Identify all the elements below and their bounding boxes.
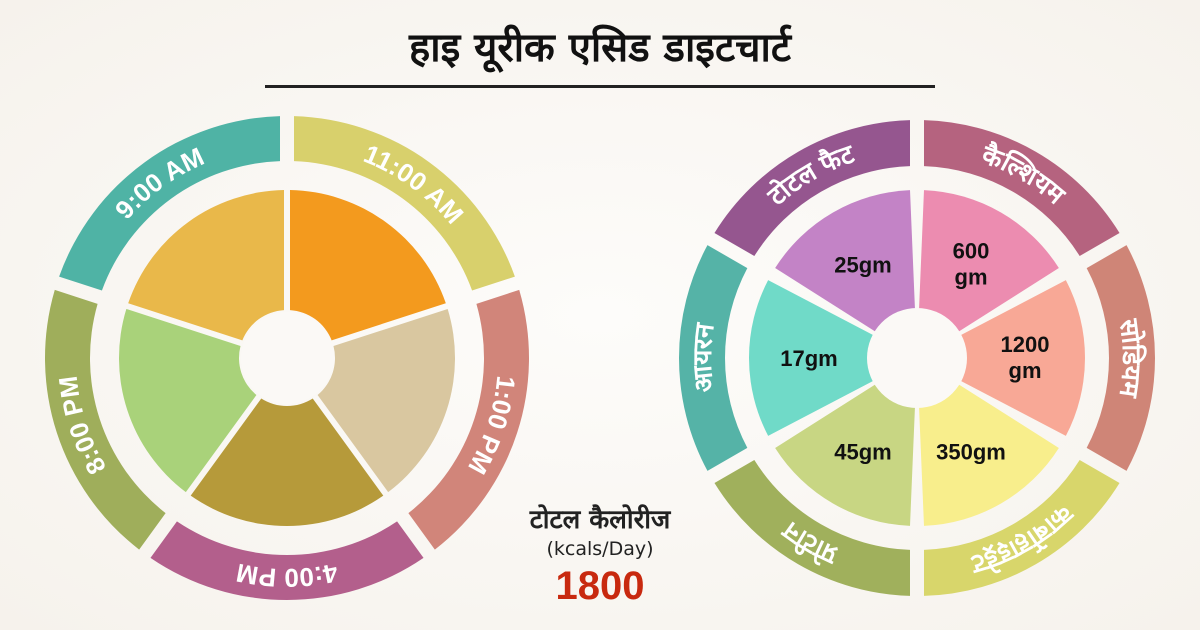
- nutrient-value-segment: [748, 280, 917, 436]
- meal-time-wheel: 11:00 AM1:00 PM4:00 PM8:00 PM9:00 AM: [44, 116, 529, 600]
- calories-value: 1800: [555, 564, 645, 608]
- page-title: हाइ यूरीक एसिड डाइटचार्ट: [408, 25, 792, 71]
- wheel-center: [241, 312, 333, 404]
- nutrient-value: 25gm: [834, 252, 891, 277]
- nutrient-value-segment: [917, 190, 1059, 358]
- nutrient-value-segment: [775, 358, 917, 526]
- nutrient-ring-segment: [678, 245, 748, 471]
- nutrient-ring-segment: [923, 459, 1120, 596]
- meal-time-label: 4:00 PM: [234, 558, 341, 594]
- nutrient-value-segment: [917, 358, 1059, 526]
- meal-time-segment: [293, 116, 515, 291]
- calories-label: टोटल कैलोरीज: [529, 505, 671, 535]
- nutrient-value-segment: [775, 190, 917, 358]
- food-photo-dosa-with-chutney: [128, 190, 285, 341]
- nutrient-ring-segment: [714, 120, 911, 257]
- nutrient-name-label: सोडियम: [1114, 316, 1148, 400]
- nutrient-value-segment: [917, 280, 1085, 436]
- wheel-center: [867, 308, 967, 408]
- total-calories: टोटल कैलोरीज (kcals/Day) 1800: [480, 500, 720, 609]
- food-photo-poha: [317, 308, 455, 493]
- food-photo-green-tea: [190, 398, 384, 526]
- meal-time-segment: [150, 521, 424, 600]
- title-divider: [265, 85, 935, 88]
- food-photo-orange: [289, 190, 446, 341]
- meal-time-segment: [44, 289, 166, 550]
- meal-time-segment: [59, 116, 281, 291]
- food-photo-cucumber-salad: [118, 308, 257, 493]
- nutrient-name-label: आयरन: [687, 320, 720, 393]
- nutrient-value: 17gm: [780, 346, 837, 371]
- nutrient-ring-segment: [923, 120, 1120, 257]
- nutrient-ring-segment: [714, 459, 911, 596]
- nutrient-value: 1200 gm: [1001, 332, 1050, 383]
- calories-unit: (kcals/Day): [546, 538, 654, 560]
- nutrient-ring-segment: [1086, 245, 1155, 471]
- nutrient-value: 350gm: [936, 440, 1006, 465]
- meal-time-segment: [408, 289, 529, 550]
- nutrient-value: 600 gm: [953, 238, 990, 289]
- nutrient-value: 45gm: [834, 440, 891, 465]
